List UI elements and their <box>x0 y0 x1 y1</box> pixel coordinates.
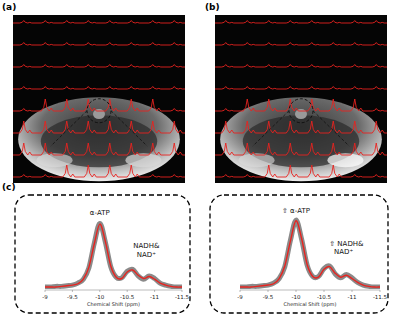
x-tick <box>352 290 353 292</box>
x-tick-label: -11 <box>348 294 357 300</box>
voxel-spectrum <box>13 43 185 46</box>
x-tick-label: -9.5 <box>263 294 274 300</box>
x-tick <box>296 290 297 292</box>
voxel-spectrum <box>215 165 387 177</box>
voxel-spectrum <box>13 87 185 90</box>
voxel-spectrum <box>13 65 185 68</box>
selected-voxel <box>289 99 313 123</box>
x-tick <box>154 290 155 292</box>
voxel-spectrum <box>13 165 185 177</box>
x-tick-label: -9 <box>42 294 48 300</box>
x-tick-label: -11 <box>150 294 159 300</box>
spectrum-line <box>45 223 182 287</box>
guide-line <box>51 111 87 146</box>
plot-area <box>240 220 380 287</box>
x-tick-label: -10.5 <box>317 294 332 300</box>
dashed-box <box>15 195 190 313</box>
spectrum-line <box>45 224 182 287</box>
voxel-spectrum <box>13 143 185 155</box>
annotation: ⇧ α-ATP <box>282 207 310 215</box>
guide-line <box>111 111 147 146</box>
annotation: NADH& <box>133 242 160 250</box>
voxel-spectrum <box>215 99 387 111</box>
spectrum-line <box>240 221 380 287</box>
x-tick <box>72 290 73 292</box>
spectrum-panel: -9 -9.5 -10 -10.5 -11 -11.5 Chemical Shift (pp… <box>15 195 190 313</box>
x-axis <box>240 290 380 291</box>
x-tick-label: -9 <box>237 294 243 300</box>
voxel-spectrum <box>215 87 387 90</box>
panel-label: (c) <box>2 182 16 192</box>
voxel-spectrum <box>13 121 185 133</box>
x-tick-label: -10.5 <box>120 294 135 300</box>
panel-label: (a) <box>2 2 16 12</box>
voxel-spectrum <box>13 99 185 111</box>
x-tick <box>127 290 128 292</box>
voxel-spectrum <box>215 143 387 155</box>
annotation: NAD⁺ <box>334 248 353 256</box>
selected-voxel <box>87 99 111 123</box>
mri-background <box>13 15 185 183</box>
mri-panel <box>13 15 185 183</box>
x-tick <box>99 290 100 292</box>
dashed-box <box>210 195 388 313</box>
x-axis-label: Chemical Shift (ppm) <box>87 301 140 308</box>
voxel-spectrum <box>215 43 387 46</box>
figure: (a) (b) (c) -9 -9.5 -10 -10.5 -11 -11.5 Chemical … <box>0 0 400 317</box>
plot-area <box>45 223 182 287</box>
x-tick-label: -11.5 <box>373 294 388 300</box>
spectrum-line <box>240 220 380 287</box>
panel-label: (b) <box>205 2 220 12</box>
guide-line <box>313 111 349 146</box>
annotation: α-ATP <box>90 209 110 217</box>
annotation: ⇧ NADH& <box>329 240 364 248</box>
x-tick <box>380 290 381 292</box>
x-tick <box>324 290 325 292</box>
spectrum-panel: -9 -9.5 -10 -10.5 -11 -11.5 Chemical Shift (pp… <box>210 195 388 313</box>
x-tick <box>182 290 183 292</box>
x-tick-label: -10 <box>95 294 104 300</box>
voxel-spectrum <box>13 21 185 24</box>
annotation: NAD⁺ <box>137 251 156 259</box>
x-tick-label: -10 <box>292 294 301 300</box>
mri-background <box>215 15 387 183</box>
x-tick <box>45 290 46 292</box>
x-tick <box>240 290 241 292</box>
guide-line <box>253 111 289 146</box>
x-axis <box>45 290 182 291</box>
voxel-spectrum <box>215 65 387 68</box>
voxel-spectrum <box>215 21 387 24</box>
x-tick-label: -11.5 <box>175 294 190 300</box>
x-axis-label: Chemical Shift (ppm) <box>284 301 337 308</box>
mri-panel <box>215 15 387 183</box>
voxel-spectrum <box>215 121 387 133</box>
x-tick-label: -9.5 <box>67 294 78 300</box>
x-tick <box>268 290 269 292</box>
